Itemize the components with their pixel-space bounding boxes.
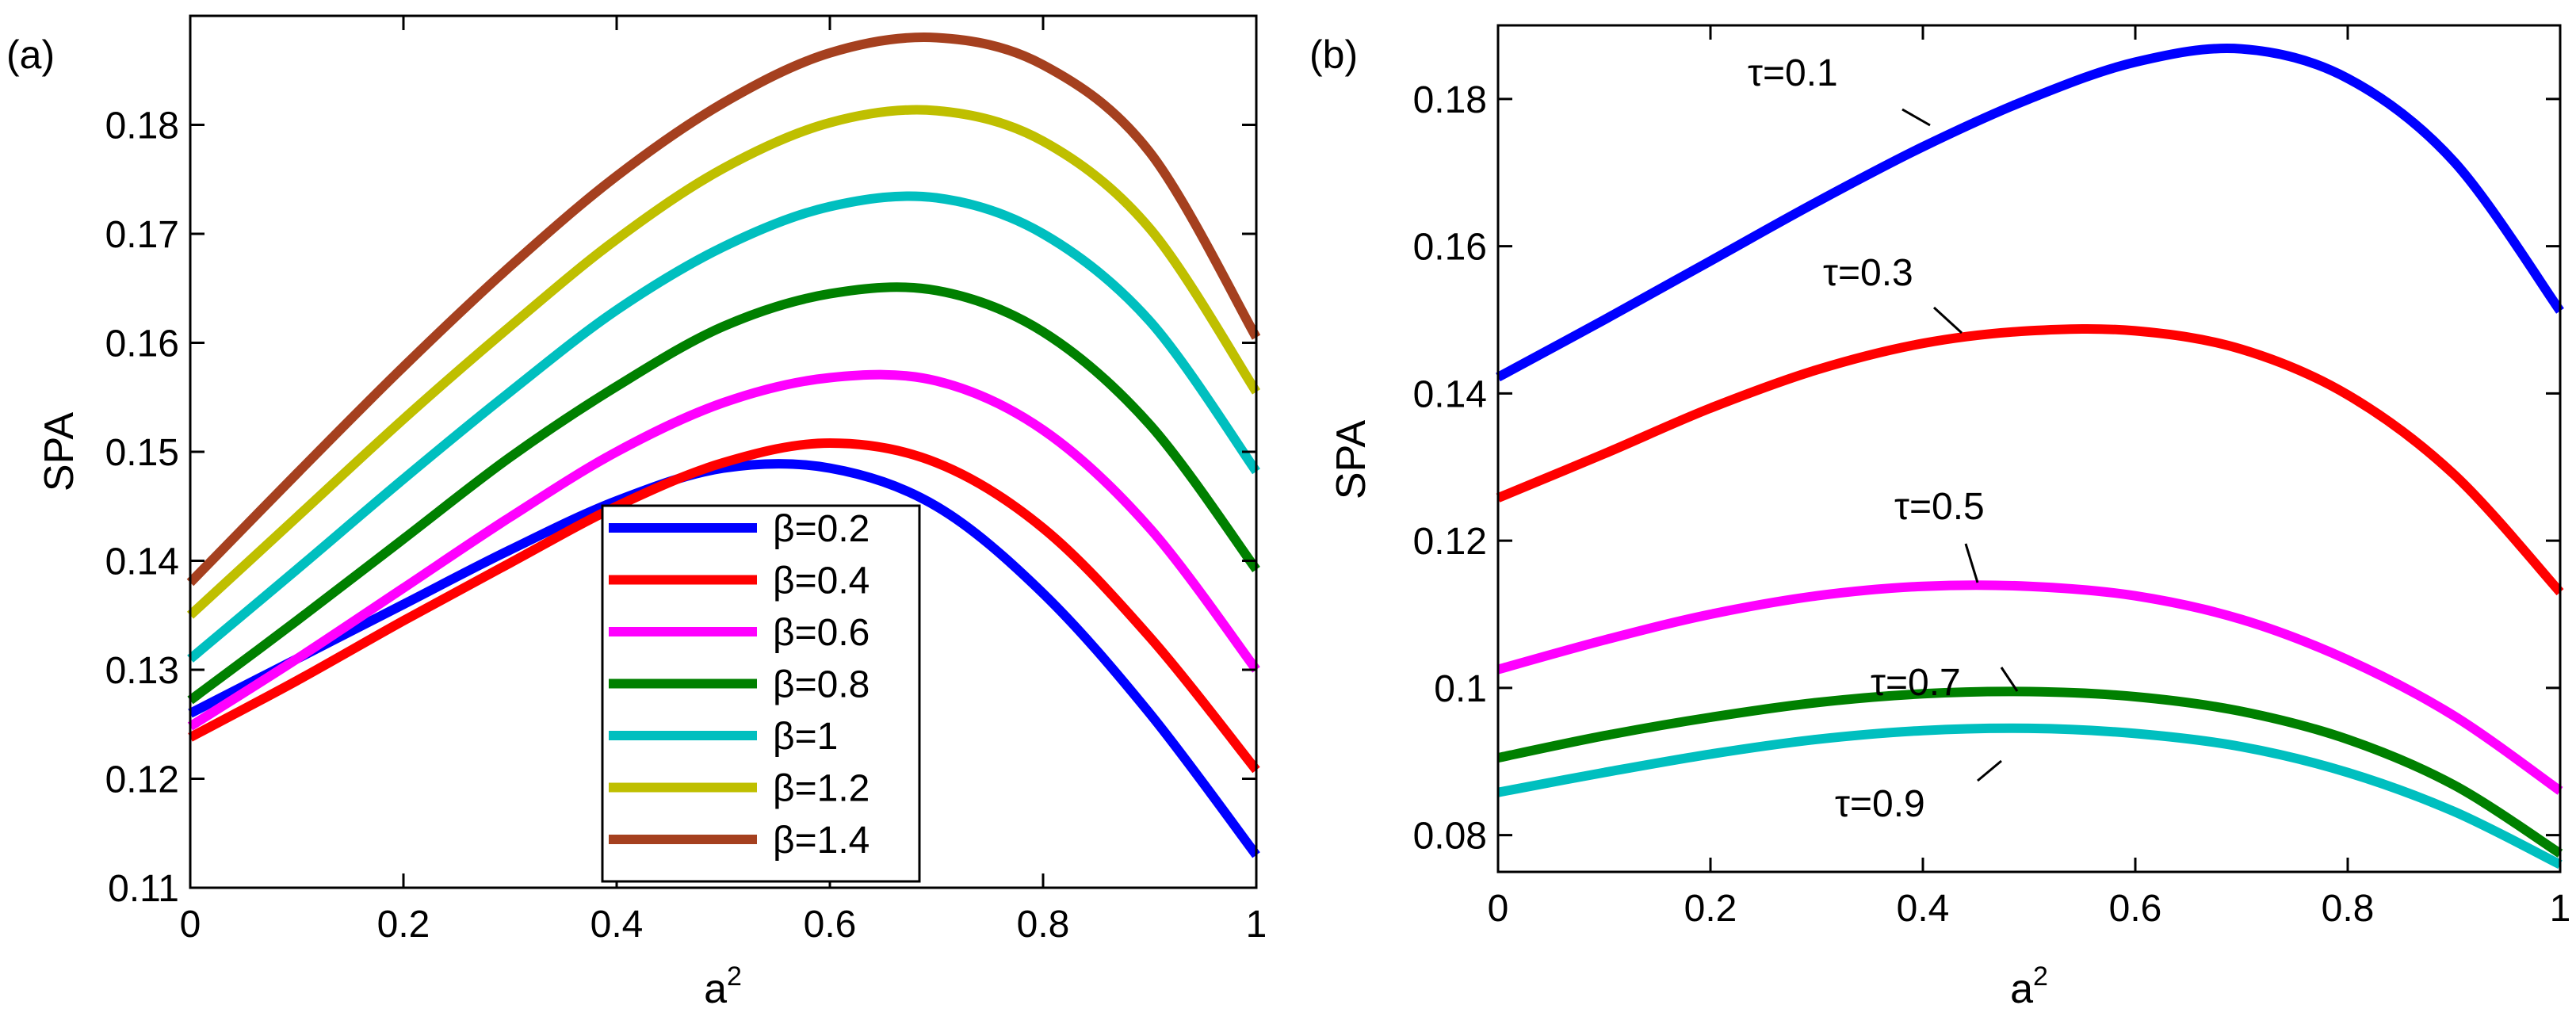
annotation-leader-tau-0-3 [1932, 306, 1963, 334]
legend-label-beta-0-6: β=0.6 [773, 612, 869, 654]
series-line-beta-0-4 [188, 438, 1260, 774]
series-line-beta-1-4 [186, 32, 1261, 587]
annotation-leader-tau-0-5 [1964, 543, 1979, 583]
annotation-tau-0-5: τ=0.5 [1894, 486, 1985, 528]
x-tick-label: 0 [180, 904, 201, 946]
y-tick-label: 0.14 [105, 541, 179, 583]
panel-label-b: (b) [1309, 32, 1358, 77]
panel-b-annotations: τ=0.1 τ=0.3 τ=0.5 τ=0.7 τ=0.9 [1748, 52, 2019, 825]
series-line-tau-0-5 [1496, 580, 2563, 795]
annotation-tau-0-9: τ=0.9 [1835, 783, 1925, 825]
x-tick-label: 0 [1488, 888, 1509, 930]
annotation-tau-0-1: τ=0.1 [1748, 52, 1838, 94]
panel-a-ylabel: SPA [36, 412, 82, 492]
x-tick-label: 0.2 [377, 904, 430, 946]
x-tick-label: 0.6 [804, 904, 857, 946]
series-line-beta-0-8 [187, 282, 1260, 705]
y-tick-label: 0.16 [105, 323, 179, 365]
series-line-beta-1-2 [186, 105, 1261, 619]
x-tick-label: 0.8 [1017, 904, 1070, 946]
y-tick-label: 0.18 [105, 105, 179, 147]
annotation-leader-tau-0-9 [1977, 759, 2002, 782]
series-line-beta-0-2 [188, 459, 1260, 858]
legend-label-beta-1-2: β=1.2 [773, 768, 869, 810]
panel-b-frame [1496, 24, 2562, 873]
legend-label-beta-0-4: β=0.4 [773, 560, 869, 602]
panel-b-ylabel: SPA [1328, 420, 1374, 500]
panel-label-a: (a) [6, 32, 55, 77]
y-tick-label: 0.17 [105, 214, 179, 256]
y-tick-label: 0.14 [1413, 373, 1487, 415]
series-line-tau-0-1 [1496, 44, 2564, 382]
series-line-beta-1 [187, 191, 1260, 663]
series-line-tau-0-7 [1496, 686, 2563, 858]
annotation-leader-tau-0-7 [2000, 667, 2019, 692]
panel-a-legend: β=0.2 β=0.4 β=0.6 β=0.8 β=1 β=1.2 β=1.4 [601, 504, 921, 883]
panel-b-curves [1496, 44, 2564, 870]
series-line-tau-0-3 [1496, 323, 2564, 596]
x-tick-label: 1 [1246, 904, 1267, 946]
panel-a-x-ticks: 0 0.2 0.4 0.6 0.8 1 [180, 16, 1267, 946]
y-tick-label: 0.08 [1413, 816, 1487, 858]
x-tick-label: 0.6 [2109, 888, 2162, 930]
panel-b-xlabel: a2 [2010, 961, 2048, 1012]
panel-a-xlabel: a2 [704, 961, 742, 1012]
x-tick-label: 0.8 [2322, 888, 2375, 930]
panel-a-y-ticks: 0.11 0.12 0.13 0.14 0.15 0.16 0.17 0.18 [105, 105, 1256, 910]
x-tick-label: 0.2 [1684, 888, 1737, 930]
annotation-tau-0-7: τ=0.7 [1871, 662, 1961, 704]
y-tick-label: 0.13 [105, 650, 179, 692]
legend-label-beta-1: β=1 [773, 716, 838, 758]
y-tick-label: 0.12 [1413, 521, 1487, 563]
panel-b-x-ticks: 0 0.2 0.4 0.6 0.8 1 [1488, 25, 2571, 930]
y-tick-label: 0.11 [108, 868, 179, 910]
annotation-tau-0-3: τ=0.3 [1823, 252, 1913, 294]
legend-label-beta-1-4: β=1.4 [773, 820, 869, 862]
panel-b: (b) 0 0.2 0.4 0.6 0.8 1 0.080.10.120.140.160.… [1309, 24, 2571, 1012]
series-line-beta-0-6 [187, 369, 1260, 731]
legend-label-beta-0-2: β=0.2 [773, 508, 869, 550]
series-line-tau-0-9 [1496, 723, 2563, 870]
panel-b-y-ticks: 0.08 0.1 0.12 0.14 0.16 0.18 [1413, 79, 2560, 858]
y-tick-label: 0.1 [1434, 668, 1487, 710]
y-tick-label: 0.18 [1413, 79, 1487, 121]
y-tick-label: 0.16 [1413, 227, 1487, 269]
panel-a-curves [186, 32, 1261, 858]
legend-label-beta-0-8: β=0.8 [773, 664, 869, 706]
panel-a: (a) 0 0.2 0.4 0.6 0.8 1 0.110.120.130.140.150… [6, 14, 1267, 1012]
y-tick-label: 0.12 [105, 759, 179, 801]
x-tick-label: 0.4 [1897, 888, 1950, 930]
annotation-leader-tau-0-1 [1901, 108, 1931, 127]
x-tick-label: 1 [2550, 888, 2571, 930]
x-tick-label: 0.4 [590, 904, 644, 946]
y-tick-label: 0.15 [105, 432, 179, 474]
legend-box [601, 504, 921, 883]
